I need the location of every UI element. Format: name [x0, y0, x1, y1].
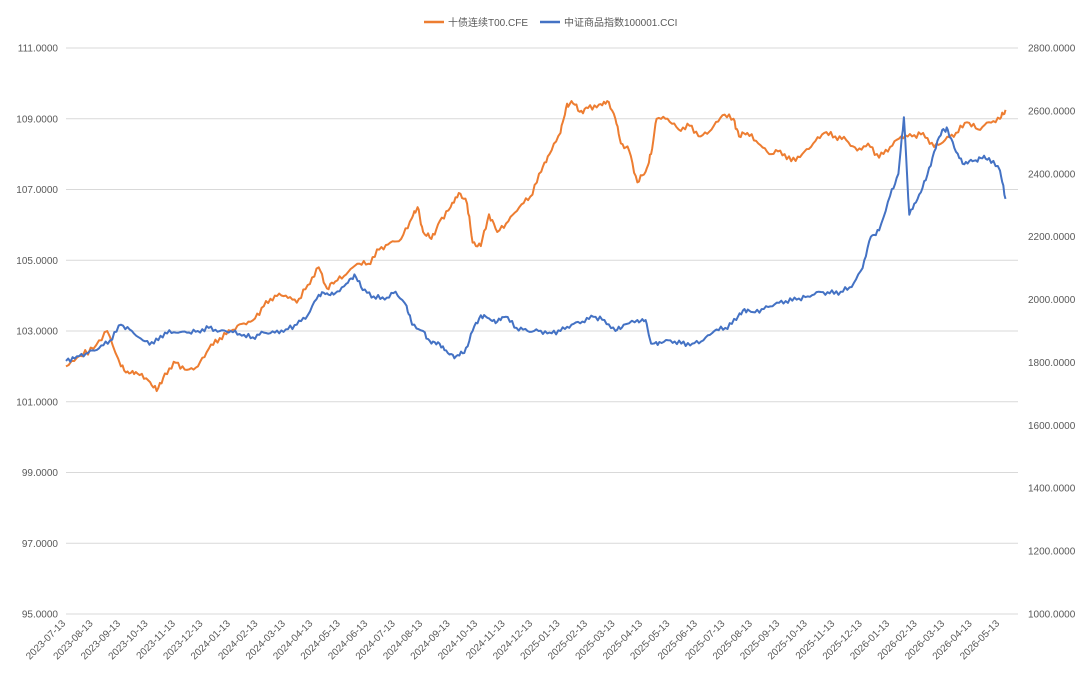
left-axis-tick-label: 107.0000: [16, 185, 58, 196]
right-axis-tick-label: 2800.0000: [1028, 44, 1076, 55]
right-axis-tick-label: 1000.0000: [1028, 610, 1076, 621]
x-axis: 2023-07-132023-08-132023-09-132023-10-13…: [24, 618, 1002, 662]
left-axis-tick-label: 101.0000: [16, 397, 58, 408]
right-axis: 1000.0000 1200.0000 1400.0000 1600.0000 1800…: [1028, 44, 1076, 621]
left-axis-tick-label: 103.0000: [16, 327, 58, 338]
right-axis-tick-label: 1600.0000: [1028, 421, 1076, 432]
right-axis-tick-label: 2200.0000: [1028, 232, 1076, 243]
right-axis-tick-label: 1800.0000: [1028, 358, 1076, 369]
left-axis-tick-label: 99.0000: [22, 468, 59, 479]
right-axis-tick-label: 1400.0000: [1028, 484, 1076, 495]
series-line-treasury-futures: [65, 100, 1007, 393]
left-axis-tick-label: 111.0000: [18, 44, 59, 55]
right-axis-tick-label: 2600.0000: [1028, 106, 1076, 117]
series-line-commodity-index: [65, 116, 1007, 363]
left-axis-tick-label: 97.0000: [22, 539, 59, 550]
left-axis: 95.0000 97.0000 99.0000 101.0000 103.0000 105…: [16, 44, 58, 621]
chart-legend: 十债连续T00.CFE 中证商品指数100001.CCI: [424, 16, 677, 29]
right-axis-tick-label: 2400.0000: [1028, 169, 1076, 180]
right-axis-tick-label: 2000.0000: [1028, 295, 1076, 306]
left-axis-tick-label: 105.0000: [16, 256, 58, 267]
legend-label-treasury-futures: 十债连续T00.CFE: [448, 16, 528, 29]
right-axis-tick-label: 1200.0000: [1028, 547, 1076, 558]
left-axis-tick-label: 95.0000: [22, 610, 59, 621]
series-layer: [65, 100, 1007, 393]
left-axis-tick-label: 109.0000: [16, 114, 58, 125]
legend-label-commodity-index: 中证商品指数100001.CCI: [564, 16, 677, 29]
